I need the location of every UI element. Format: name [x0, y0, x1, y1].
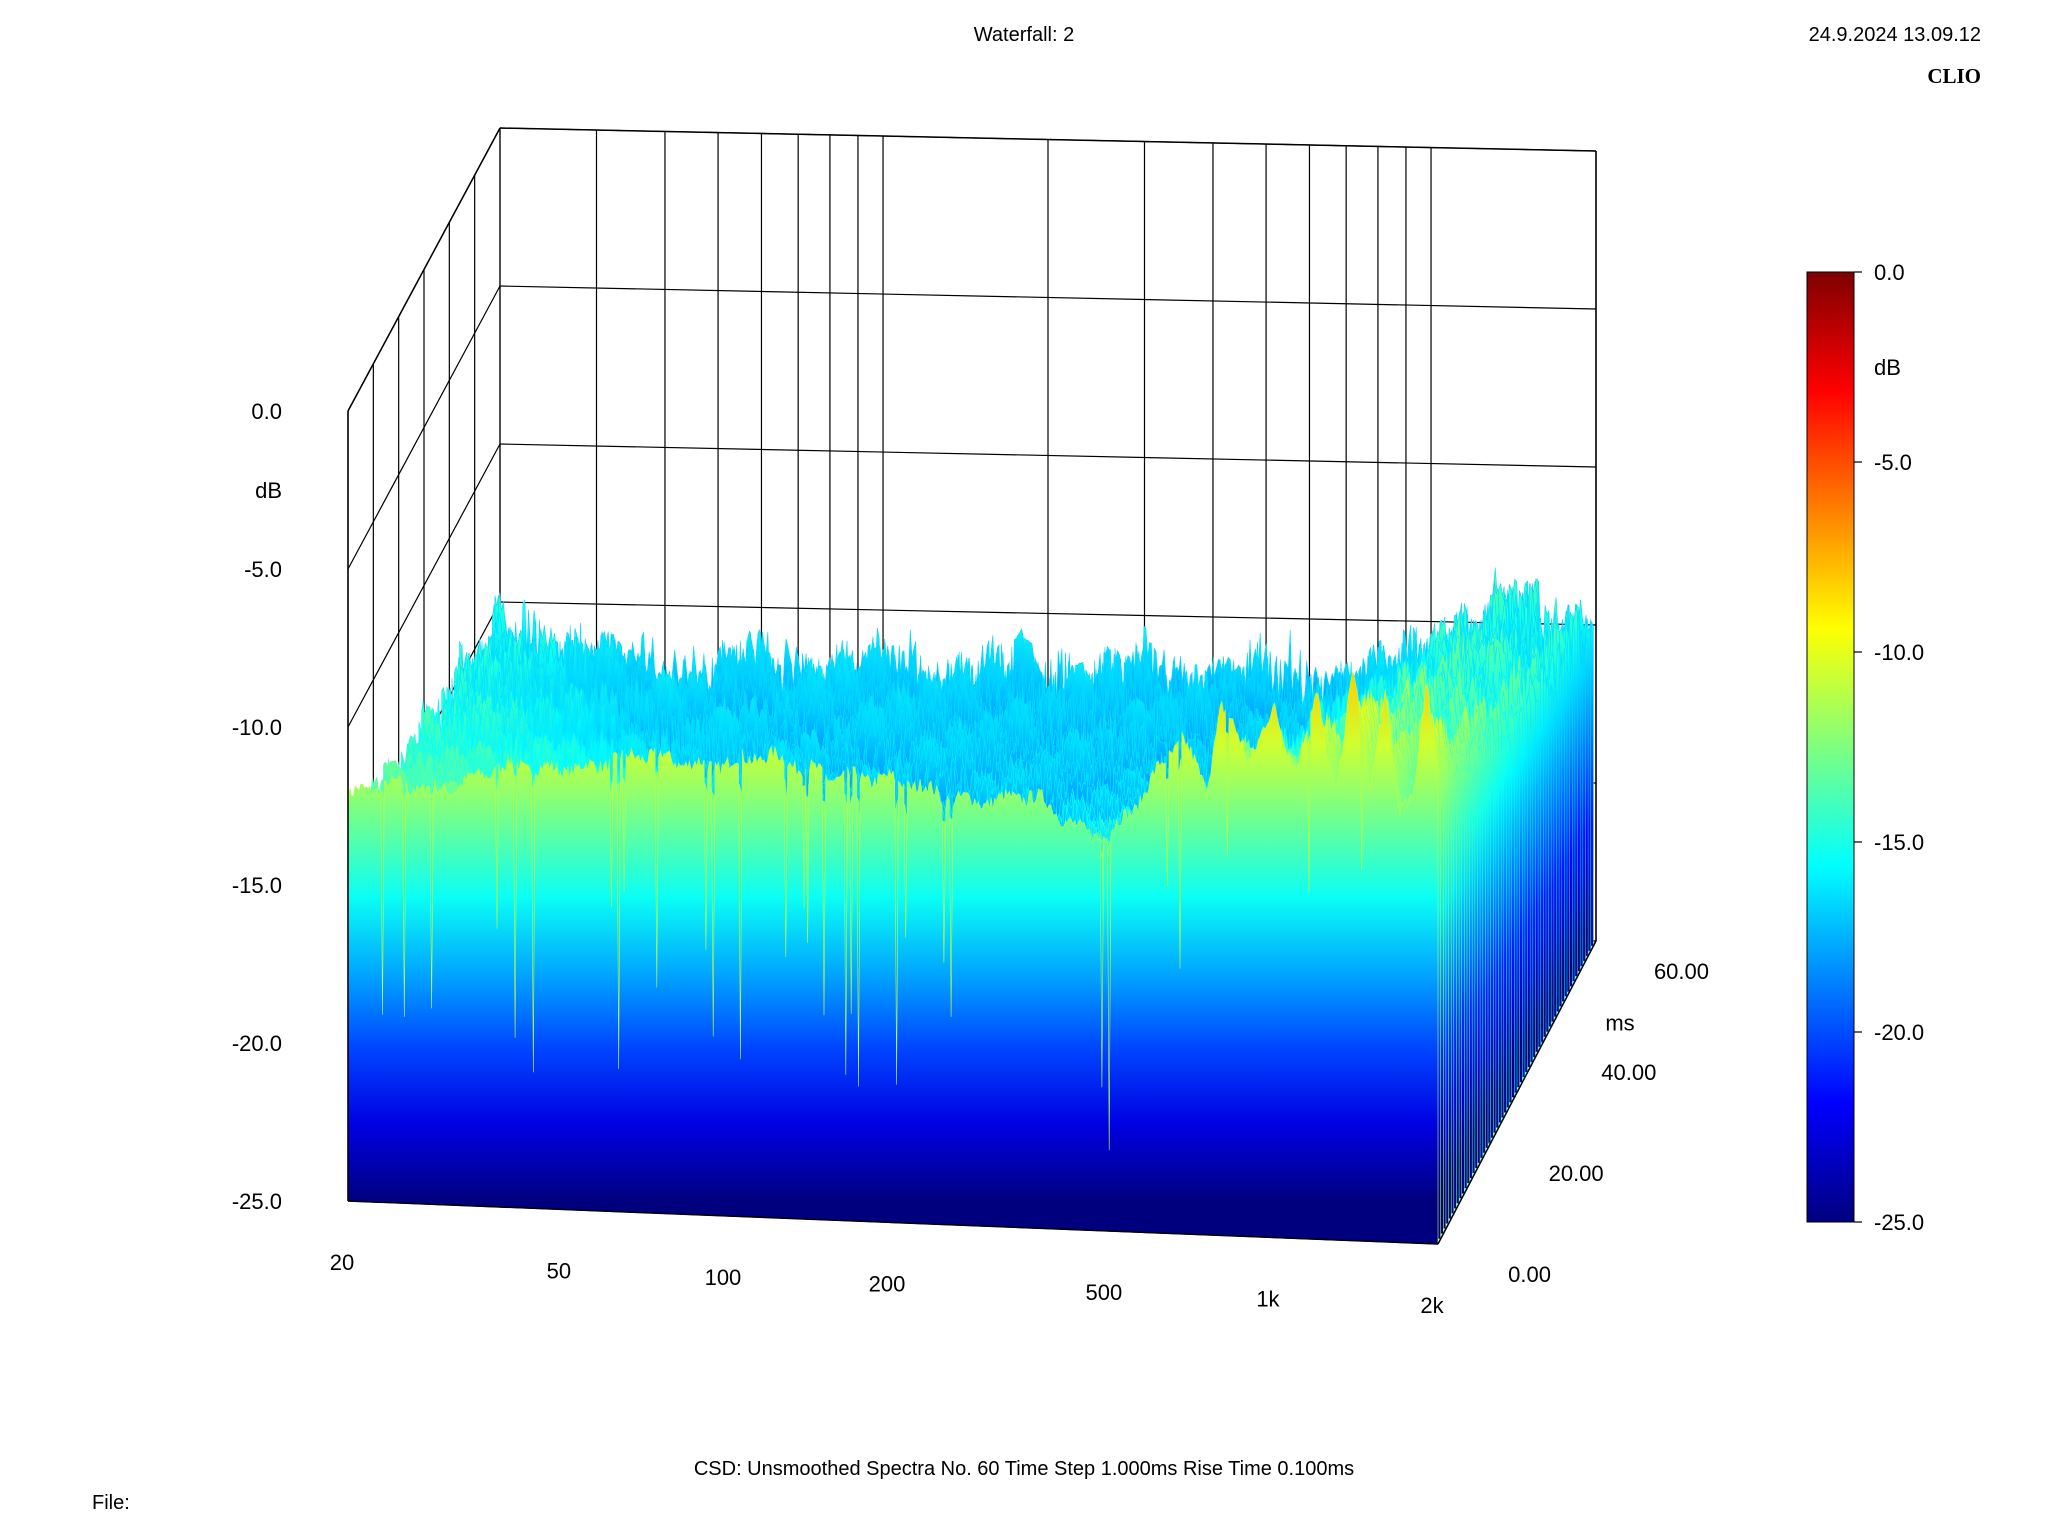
colorbar-tick-label: 0.0: [1874, 260, 1905, 285]
spectrum-slice: [347, 670, 1439, 1245]
file-label: File:: [92, 1492, 130, 1514]
time-tick-label: 20.00: [1549, 1161, 1604, 1186]
side-grid-db: [347, 443, 501, 728]
db-tick-label: -25.0: [232, 1189, 282, 1214]
colorbar: 0.0 -5.0 -10.0 -15.0 -20.0 -25.0 dB: [1806, 260, 1924, 1235]
plot-box-front: [347, 127, 1597, 1245]
db-tick-label: -20.0: [232, 1031, 282, 1056]
top-left-edge: [347, 127, 501, 412]
frequency-tick-label: 100: [705, 1265, 742, 1290]
frequency-axis: 20 50 100 200 500 1k 2k: [330, 1250, 1445, 1318]
colorbar-tick-label: -20.0: [1874, 1020, 1924, 1045]
db-axis-label: dB: [255, 478, 282, 503]
back-wall-grid-db: [499, 443, 1597, 468]
brand-logo: CLIO: [1927, 64, 1981, 88]
back-wall-grid-db: [499, 285, 1597, 310]
frequency-tick-label: 2k: [1420, 1293, 1444, 1318]
colorbar-tick-label: -15.0: [1874, 830, 1924, 855]
frequency-tick-label: 200: [869, 1272, 906, 1297]
time-tick-label: 0.00: [1508, 1262, 1551, 1287]
bottom-right-edge: [1437, 940, 1597, 1245]
timestamp: 24.9.2024 13.09.12: [1808, 24, 1981, 46]
time-tick-label: 40.00: [1601, 1060, 1656, 1085]
back-wall-grid-db: [499, 601, 1597, 626]
time-tick-label: 60.00: [1654, 959, 1709, 984]
waterfall-surface: [347, 567, 1594, 1245]
colorbar-tick-label: -25.0: [1874, 1210, 1924, 1235]
frequency-tick-label: 1k: [1256, 1287, 1280, 1312]
db-axis: 0.0 -5.0 -10.0 -15.0 -20.0 -25.0 dB: [232, 399, 282, 1214]
front-bottom-edge: [347, 1200, 1439, 1245]
measurement-settings: CSD: Unsmoothed Spectra No. 60 Time Step…: [693, 1458, 1355, 1480]
colorbar-scale: [1806, 271, 1855, 1223]
time-axis-label: ms: [1605, 1011, 1634, 1036]
side-grid-db: [347, 285, 501, 570]
back-top-edge: [499, 127, 1597, 152]
colorbar-tick-label: -5.0: [1874, 450, 1912, 475]
db-tick-label: -10.0: [232, 715, 282, 740]
frequency-tick-label: 500: [1086, 1280, 1123, 1305]
colorbar-tick-label: -10.0: [1874, 640, 1924, 665]
frequency-tick-label: 20: [330, 1250, 354, 1275]
colorbar-label: dB: [1874, 355, 1901, 380]
db-tick-label: -15.0: [232, 873, 282, 898]
chart-title: Waterfall: 2: [973, 24, 1075, 46]
frequency-tick-label: 50: [547, 1259, 571, 1284]
db-tick-label: -5.0: [244, 557, 282, 582]
db-tick-label: 0.0: [251, 399, 282, 424]
time-axis: 0.00 20.00 40.00 60.00 ms: [1508, 959, 1709, 1287]
